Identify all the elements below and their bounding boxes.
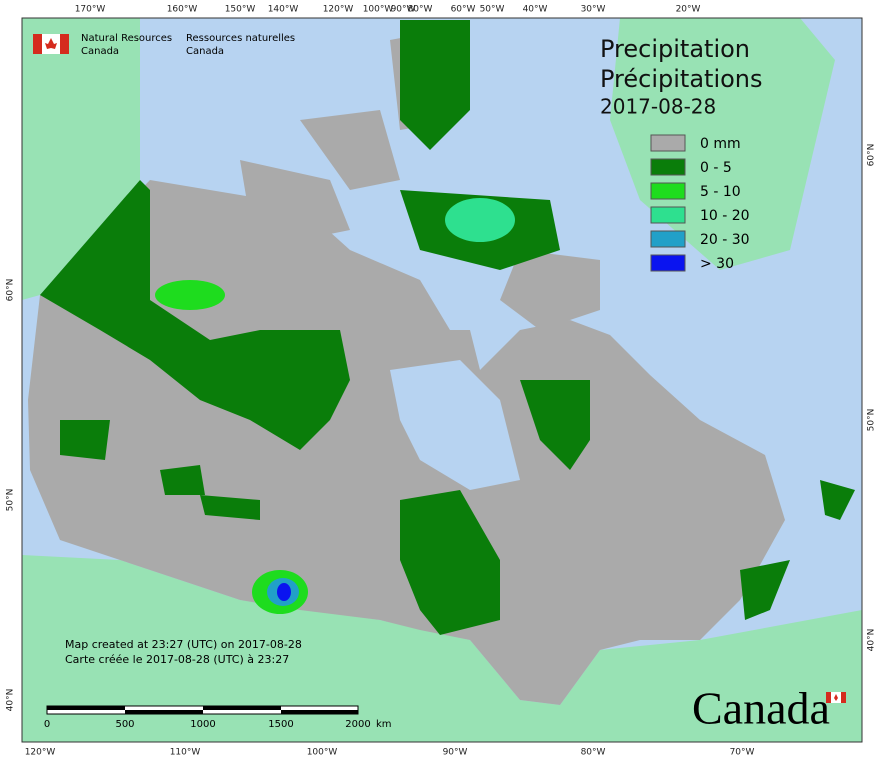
scale-label: 2000 — [345, 719, 370, 730]
scale-segment — [203, 706, 281, 710]
agency-en: Natural Resources — [81, 33, 172, 44]
scale-segment — [125, 710, 203, 714]
title-date: 2017-08-28 — [600, 95, 716, 119]
longitude-label: 100°W — [363, 5, 394, 15]
latitude-label: 40°N — [867, 629, 877, 652]
latitude-label: 60°N — [867, 144, 877, 167]
note: Map created at 23:27 (UTC) on 2017-08-28 — [65, 638, 302, 651]
longitude-label: 90°W — [443, 748, 468, 758]
legend-swatch — [650, 158, 686, 176]
maple-leaf — [834, 694, 838, 701]
precip-0-5 — [60, 20, 855, 635]
longitude-label: 80°W — [581, 748, 606, 758]
longitude-label: 160°W — [167, 5, 198, 15]
latitude-label: 40°N — [6, 689, 16, 712]
longitude-label: 140°W — [268, 5, 299, 15]
map-frame — [21, 17, 863, 743]
legend-label: 5 - 10 — [700, 184, 741, 200]
legend: 0 mm 0 - 5 5 - 10 10 - 20 20 - 30 > 30 — [650, 134, 750, 272]
longitude-label: 50°W — [480, 5, 505, 15]
nrcan-logo: Natural Resources Canada Ressources natu… — [33, 33, 295, 57]
scale-unit: km — [376, 719, 392, 730]
legend-swatch — [650, 230, 686, 248]
legend-label: 20 - 30 — [700, 232, 750, 248]
usa — [22, 555, 862, 742]
scale-bar: 0 500 1000 1500 2000 km — [44, 705, 392, 730]
legend-label: 0 - 5 — [700, 160, 732, 176]
legend-label: 10 - 20 — [700, 208, 750, 224]
longitude-label: 70°W — [730, 748, 755, 758]
agency-en: Canada — [81, 46, 119, 57]
note: Carte créée le 2017-08-28 (UTC) à 23:27 — [65, 653, 289, 666]
legend-swatch — [650, 206, 686, 224]
legend-swatch — [650, 254, 686, 272]
longitude-label: 100°W — [307, 748, 338, 758]
longitude-label: 150°W — [225, 5, 256, 15]
scale-segment — [47, 706, 125, 710]
hudson-bay — [390, 360, 520, 490]
scale-segment — [281, 710, 358, 714]
alaska — [22, 18, 140, 300]
canada-mainland — [28, 180, 785, 705]
agency-fr: Canada — [186, 46, 224, 57]
longitude-label: 120°W — [323, 5, 354, 15]
latitude-label: 60°N — [6, 279, 16, 302]
scale-label: 1000 — [190, 719, 215, 730]
maple-leaf — [45, 38, 57, 49]
wordmark: Canada — [692, 683, 830, 734]
longitude-label: 60°W — [451, 5, 476, 15]
latitude-label: 50°N — [6, 489, 16, 512]
legend-swatch — [650, 134, 686, 152]
title-en: Precipitation — [600, 35, 750, 63]
longitude-label: 120°W — [25, 748, 56, 758]
longitude-label: 90°W — [391, 5, 416, 15]
legend-label: > 30 — [700, 256, 734, 272]
precip-10-20 — [445, 198, 515, 242]
longitude-label: 30°W — [581, 5, 606, 15]
canada-wordmark: Canada — [692, 683, 846, 734]
legend-label: 0 mm — [700, 136, 741, 152]
scale-label: 1500 — [268, 719, 293, 730]
title-fr: Précipitations — [600, 65, 763, 93]
longitude-label: 40°W — [523, 5, 548, 15]
graticule: 170°W 160°W 150°W 140°W 120°W 100°W90°W80°W 60… — [6, 5, 877, 758]
latitude-label: 50°N — [867, 409, 877, 432]
precip-0-5 — [40, 180, 350, 450]
legend-swatch — [650, 182, 686, 200]
longitude-label: 170°W — [75, 5, 106, 15]
longitude-label: 20°W — [676, 5, 701, 15]
precip-30 — [277, 583, 291, 601]
scale-label: 500 — [115, 719, 134, 730]
longitude-label: 110°W — [170, 748, 201, 758]
longitude-label: 80°W — [408, 5, 433, 15]
scale-label: 0 — [44, 719, 50, 730]
precip-5-10 — [155, 280, 225, 310]
agency-fr: Ressources naturelles — [186, 33, 295, 44]
